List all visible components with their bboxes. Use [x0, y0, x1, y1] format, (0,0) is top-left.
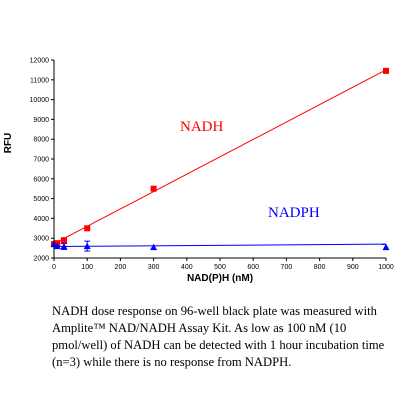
y-tick-label-12000: 12000: [30, 58, 50, 65]
series-label-nadh: NADH: [180, 119, 223, 135]
x-axis-title: NAD(P)H (nM): [187, 273, 253, 284]
x-tick-label-0: 0: [52, 264, 56, 271]
y-tick-label-11000: 11000: [30, 77, 49, 84]
x-tick-label-400: 400: [181, 264, 193, 271]
y-tick-label-9000: 9000: [33, 117, 49, 124]
point-nadh-5: [383, 67, 389, 74]
y-tick-label-6000: 6000: [33, 176, 49, 183]
x-tick-label-900: 900: [347, 264, 359, 271]
point-nadph-1: [53, 242, 61, 250]
plot-marks: [50, 67, 390, 252]
x-tick-label-700: 700: [281, 264, 293, 271]
chart: 2000300040005000600070008000900010000110…: [3, 58, 394, 285]
point-nadph-4: [150, 243, 158, 251]
fit-line-nadph: [53, 243, 387, 248]
fit-line-nadh: [53, 69, 387, 245]
point-nadph-2: [60, 243, 68, 250]
axes: 2000300040005000600070008000900010000110…: [30, 58, 394, 272]
y-tick-label-4000: 4000: [33, 216, 49, 223]
figure-caption: NADH dose response on 96-well black plat…: [52, 304, 385, 369]
x-tick-label-800: 800: [314, 264, 326, 271]
point-nadh-2: [60, 237, 67, 244]
x-tick-label-300: 300: [148, 264, 160, 271]
point-nadph-5: [382, 243, 390, 251]
series-label-nadph: NADPH: [268, 205, 320, 221]
y-tick-label-7000: 7000: [33, 157, 49, 164]
y-tick-label-5000: 5000: [33, 196, 49, 203]
x-tick-label-200: 200: [115, 264, 127, 271]
x-tick-label-500: 500: [214, 264, 226, 271]
y-axis-title: RFU: [3, 133, 14, 154]
point-nadph-3: [83, 242, 91, 250]
y-tick-label-8000: 8000: [33, 137, 49, 144]
x-tick-label-100: 100: [81, 264, 93, 271]
x-tick-label-1000: 1000: [378, 264, 394, 271]
x-tick-label-600: 600: [247, 264, 259, 271]
point-nadh-4: [150, 185, 157, 192]
y-tick-label-3000: 3000: [33, 236, 49, 243]
y-tick-label-10000: 10000: [30, 97, 50, 104]
y-tick-label-2000: 2000: [33, 256, 49, 263]
point-nadh-3: [84, 225, 91, 232]
